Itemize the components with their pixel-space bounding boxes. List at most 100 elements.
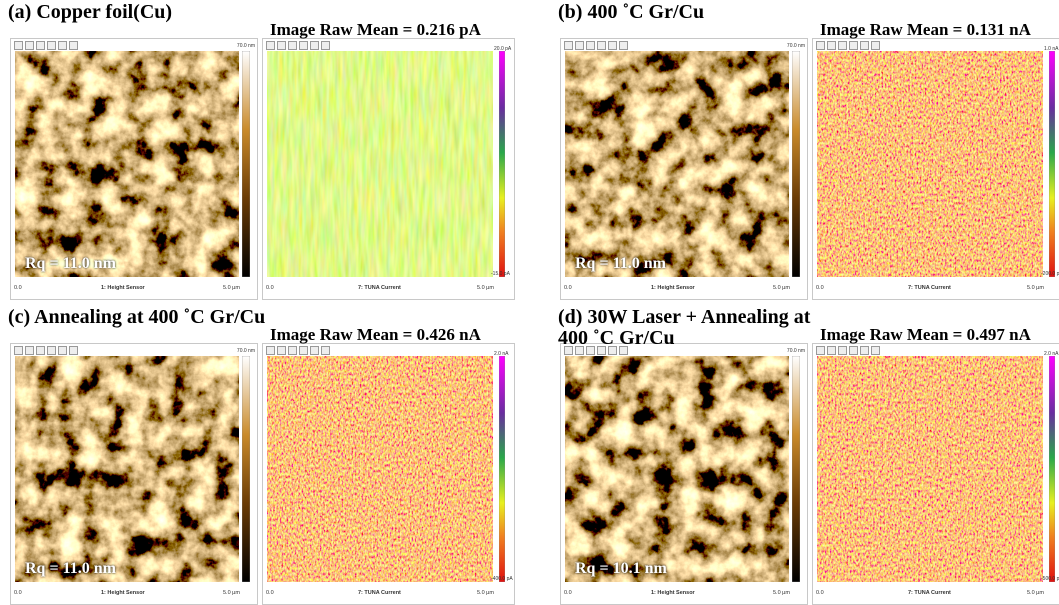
current-title: Image Raw Mean = 0.426 nA <box>270 325 481 345</box>
toolbar-icon <box>69 346 78 355</box>
scale-max: 70.0 nm <box>237 43 255 49</box>
height-image <box>15 356 239 582</box>
axis-end: 5.0 µm <box>773 590 790 596</box>
axis-start: 0.0 <box>564 285 572 291</box>
scale-max: 20.0 pA <box>494 46 511 52</box>
current-image <box>267 51 493 277</box>
toolbar-icon <box>838 41 847 50</box>
toolbar-icon <box>25 41 34 50</box>
toolbar-icon <box>575 41 584 50</box>
axis-start: 0.0 <box>816 590 824 596</box>
height-colorbar <box>242 51 250 277</box>
toolbar-icon <box>597 41 606 50</box>
height-colorbar <box>242 356 250 582</box>
current-title: Image Raw Mean = 0.497 nA <box>820 325 1031 345</box>
height-colorbar <box>792 51 800 277</box>
height-texture <box>15 356 239 582</box>
toolbar-icon <box>827 41 836 50</box>
panel-title: (c) Annealing at 400 ˚C Gr/Cu <box>8 307 280 328</box>
toolbar-icon <box>299 41 308 50</box>
scale-max: 1.0 nA <box>1044 46 1058 52</box>
axis-end: 5.0 µm <box>477 285 494 291</box>
panel-title: (d) 30W Laser + Annealing at 400 ˚C Gr/C… <box>558 307 830 349</box>
channel-label: 1: Height Sensor <box>651 285 695 291</box>
axis-start: 0.0 <box>266 590 274 596</box>
panel: (a) Copper foil(Cu)Image Raw Mean = 0.21… <box>0 0 520 300</box>
height-image <box>15 51 239 277</box>
toolbar-icon <box>871 41 880 50</box>
toolbar-icon <box>58 346 67 355</box>
toolbar-icon <box>69 41 78 50</box>
scale-min: -500.0 pA <box>1041 576 1059 582</box>
toolbar-icon <box>277 41 286 50</box>
colorbar-gradient <box>499 51 505 277</box>
toolbar-icon <box>838 346 847 355</box>
roughness-label: Rq = 10.1 nm <box>575 560 667 578</box>
current-colorbar <box>499 51 505 277</box>
scale-max: 70.0 nm <box>237 348 255 354</box>
scale-max: 2.0 nA <box>1044 351 1058 357</box>
scale-min: -15.0 pA <box>491 271 510 277</box>
colorbar-gradient <box>792 51 800 277</box>
toolbar-icon <box>288 41 297 50</box>
colorbar-gradient <box>242 356 250 582</box>
height-texture <box>565 356 789 582</box>
current-texture <box>817 356 1043 582</box>
toolbar-icon <box>36 346 45 355</box>
toolbar-icon <box>47 41 56 50</box>
axis-end: 5.0 µm <box>223 590 240 596</box>
colorbar-gradient <box>792 356 800 582</box>
panel: (d) 30W Laser + Annealing at 400 ˚C Gr/C… <box>550 305 1059 605</box>
channel-label: 1: Height Sensor <box>101 590 145 596</box>
toolbar-icon <box>277 346 286 355</box>
axis-start: 0.0 <box>14 590 22 596</box>
current-image <box>817 356 1043 582</box>
channel-label: 7: TUNA Current <box>358 590 401 596</box>
toolbar-icon <box>288 346 297 355</box>
channel-label: 7: TUNA Current <box>908 590 951 596</box>
toolbar-icon <box>299 346 308 355</box>
toolbar-icon <box>619 41 628 50</box>
toolbar-icon <box>321 41 330 50</box>
current-image <box>267 356 493 582</box>
toolbar-icon <box>816 41 825 50</box>
panel-title: (b) 400 ˚C Gr/Cu <box>558 2 830 23</box>
toolbar-icon <box>36 41 45 50</box>
colorbar-gradient <box>1049 356 1055 582</box>
toolbar-icon <box>14 41 23 50</box>
figure: (() => { const data = JSON.parse(documen… <box>0 0 1059 604</box>
axis-start: 0.0 <box>14 285 22 291</box>
height-colorbar <box>792 356 800 582</box>
colorbar-gradient <box>499 356 505 582</box>
current-title: Image Raw Mean = 0.131 nA <box>820 20 1031 40</box>
axis-end: 5.0 µm <box>223 285 240 291</box>
current-colorbar <box>1049 51 1055 277</box>
toolbar-icon <box>310 346 319 355</box>
current-colorbar <box>499 356 505 582</box>
axis-start: 0.0 <box>266 285 274 291</box>
current-texture <box>267 356 493 582</box>
toolbar-icon <box>321 346 330 355</box>
axis-end: 5.0 µm <box>773 285 790 291</box>
toolbar-icon <box>14 346 23 355</box>
roughness-label: Rq = 11.0 nm <box>575 255 666 273</box>
axis-start: 0.0 <box>816 285 824 291</box>
channel-label: 1: Height Sensor <box>651 590 695 596</box>
height-texture <box>15 51 239 277</box>
toolbar-icon <box>849 346 858 355</box>
scale-max: 2.0 nA <box>494 351 508 357</box>
toolbar-icon <box>47 346 56 355</box>
toolbar-icon <box>849 41 858 50</box>
colorbar-gradient <box>1049 51 1055 277</box>
current-texture <box>817 51 1043 277</box>
toolbar-icon <box>266 41 275 50</box>
toolbar-icon <box>310 41 319 50</box>
axis-end: 5.0 µm <box>477 590 494 596</box>
